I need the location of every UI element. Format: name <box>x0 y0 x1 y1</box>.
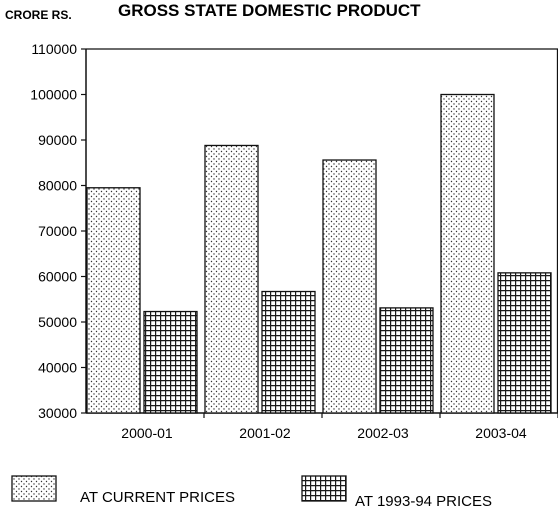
bar-1993-94-prices-2003-04 <box>497 272 552 414</box>
plot-area: 30000 40000 50000 60000 70000 80000 90000 10000… <box>30 41 558 441</box>
legend-label-current-prices: AT CURRENT PRICES <box>80 489 235 506</box>
x-tick-label: 2003-04 <box>475 425 527 441</box>
y-tick-label: 70000 <box>38 223 77 239</box>
bar-1993-94-prices-2001-02 <box>261 290 316 414</box>
x-tick-label: 2000-01 <box>121 425 173 441</box>
bar-current-prices-2002-03 <box>322 159 377 414</box>
legend-swatch-current-prices <box>11 475 57 502</box>
y-tick-label: 90000 <box>38 132 77 148</box>
x-tick-label: 2002-03 <box>357 425 409 441</box>
y-tick-label: 80000 <box>38 178 77 194</box>
bar-current-prices-2001-02 <box>204 144 259 414</box>
y-tick-label: 60000 <box>38 269 77 285</box>
chart-title: GROSS STATE DOMESTIC PRODUCT <box>118 1 421 20</box>
bar-current-prices-2000-01 <box>86 187 141 414</box>
bar-current-prices-2003-04 <box>440 93 495 414</box>
bar-1993-94-prices-2002-03 <box>379 307 434 414</box>
y-tick-label: 40000 <box>38 360 77 376</box>
y-tick-label: 50000 <box>38 314 77 330</box>
y-tick-label: 110000 <box>31 41 77 57</box>
legend: AT CURRENT PRICES AT 1993-94 PRICES <box>11 475 492 510</box>
x-tick-label: 2001-02 <box>239 425 291 441</box>
legend-swatch-1993-94-prices <box>301 475 347 502</box>
bar-1993-94-prices-2000-01 <box>143 310 198 414</box>
y-tick-label: 100000 <box>30 87 77 103</box>
legend-label-1993-94-prices: AT 1993-94 PRICES <box>355 493 492 510</box>
y-tick-label: 30000 <box>38 405 77 421</box>
y-axis-unit-label: CRORE RS. <box>5 8 72 22</box>
